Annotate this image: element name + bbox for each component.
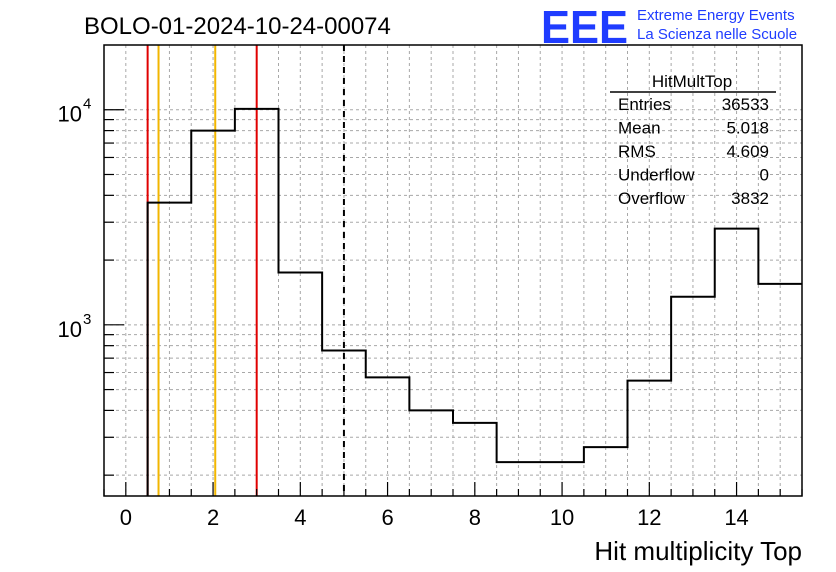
stats-row: Mean 5.018	[618, 119, 769, 138]
axis-ticks	[103, 109, 803, 496]
x-tick-label: 14	[724, 505, 748, 530]
y-tick-label-exponent: 4	[83, 96, 91, 113]
x-tick-label: 2	[207, 505, 219, 530]
histogram-line	[146, 107, 802, 496]
eee-logo: EEE Extreme Energy Events La Scienza nel…	[541, 1, 797, 53]
stats-row-label: Entries	[618, 95, 671, 114]
stats-title: HitMultTop	[652, 72, 732, 91]
stats-rows: Entries 36533 Mean 5.018 RMS 4.609 Underflow 0 O…	[618, 95, 769, 208]
stats-row-value: 0	[760, 166, 769, 185]
x-tick-label: 6	[381, 505, 393, 530]
stats-box: HitMultTop Entries 36533 Mean 5.018 RMS 4.609…	[610, 72, 776, 208]
x-tick-label: 0	[120, 505, 132, 530]
x-tick-label: 10	[550, 505, 574, 530]
y-tick-label: 10 4	[58, 96, 92, 127]
marker-lines	[146, 45, 345, 496]
stats-row-value: 3832	[731, 189, 769, 208]
stats-row-label: Underflow	[618, 166, 695, 185]
eee-logo-line2: La Scienza nelle Scuole	[637, 26, 797, 43]
stats-row-label: Mean	[618, 119, 661, 138]
y-tick-label-base: 10	[58, 317, 82, 342]
y-tick-label-exponent: 3	[83, 311, 91, 328]
run-title: BOLO-01-2024-10-24-00074	[84, 13, 391, 40]
y-tick-label: 10 3	[58, 311, 92, 342]
stats-row: Overflow 3832	[618, 189, 769, 208]
x-tick-labels: 0 2 4 6 8 10 12 14	[120, 505, 749, 530]
stats-row-label: Overflow	[618, 189, 686, 208]
x-tick-label: 8	[469, 505, 481, 530]
stats-row: Underflow 0	[618, 166, 769, 185]
x-axis-title: Hit multiplicity Top	[594, 536, 802, 566]
stats-row-value: 4.609	[726, 142, 769, 161]
stats-row-label: RMS	[618, 142, 656, 161]
x-tick-label: 12	[637, 505, 661, 530]
stats-row: Entries 36533	[618, 95, 769, 114]
y-tick-label-base: 10	[58, 102, 82, 127]
stats-row-value: 36533	[722, 95, 769, 114]
stats-row-value: 5.018	[726, 119, 769, 138]
grid	[104, 45, 802, 496]
stats-row: RMS 4.609	[618, 142, 769, 161]
eee-logo-line1: Extreme Energy Events	[637, 7, 795, 24]
x-tick-label: 4	[294, 505, 306, 530]
eee-logo-mark: EEE	[541, 1, 628, 53]
